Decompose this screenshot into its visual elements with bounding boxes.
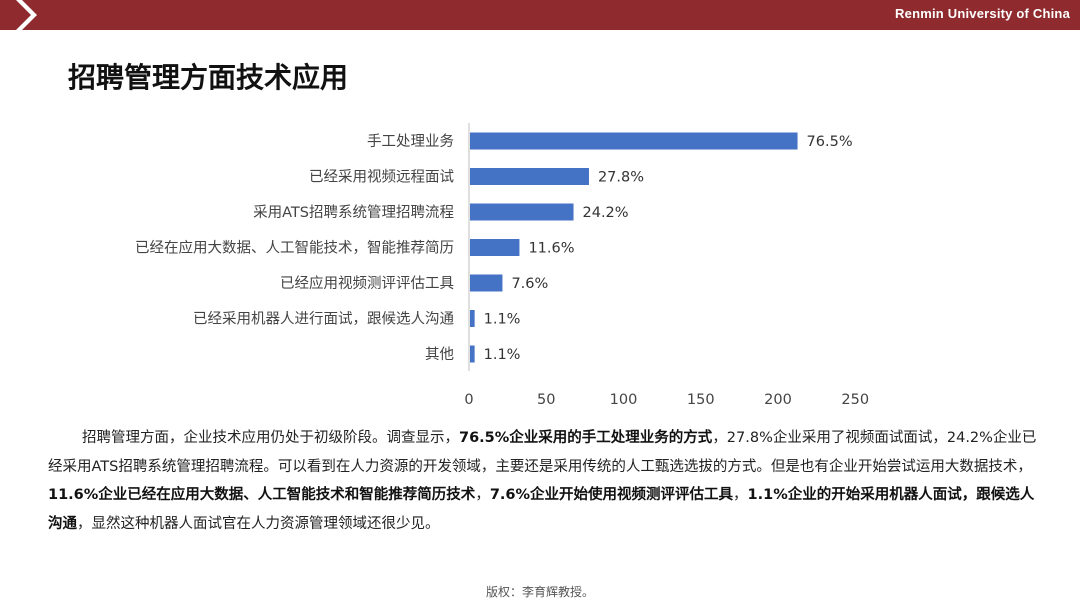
x-tick-label: 150 — [687, 392, 715, 408]
category-label: 已经采用机器人进行面试，跟候选人沟通 — [193, 311, 454, 328]
category-label: 已经在应用大数据、人工智能技术，智能推荐简历 — [135, 239, 454, 257]
summary-text-2: ，27.8%企业采用了视频面试面试，24.2%企业已经采用ATS招聘系统管理招聘… — [48, 430, 1037, 475]
bar — [470, 132, 798, 150]
category-label: 已经应用视频测评评估工具 — [280, 274, 454, 292]
copyright-note: 版权：李育辉教授。 — [485, 585, 594, 599]
chevron-decoration-icon — [0, 0, 37, 30]
bar — [470, 239, 520, 256]
summary-paragraph: 招聘管理方面，企业技术应用仍处于初级阶段。调查显示，76.5%企业采用的手工处理… — [48, 424, 1038, 538]
category-label: 其他 — [425, 346, 454, 363]
x-tick-label: 250 — [841, 392, 869, 408]
bar — [470, 168, 589, 185]
university-name: Renmin University of China — [895, 6, 1070, 21]
x-tick-label: 50 — [537, 392, 555, 408]
summary-text-1: 招聘管理方面，企业技术应用仍处于初级阶段。调查显示， — [82, 430, 459, 446]
bar-chart: 手工处理业务 76.5% 已经采用视频远程面试 27.8% 采用ATS招聘系统管理招聘流… — [135, 123, 869, 408]
summary-text-5: ，显然这种机器人面试官在人力资源管理领域还很少见。 — [77, 515, 440, 532]
data-label: 27.8% — [598, 170, 644, 186]
data-label: 1.1% — [484, 312, 521, 328]
summary-bold-1: 76.5%企业采用的手工处理业务的方式 — [459, 430, 713, 446]
x-tick-label: 100 — [610, 392, 638, 408]
data-label: 11.6% — [528, 241, 574, 257]
category-label: 手工处理业务 — [367, 133, 454, 150]
header-bar: Renmin University of China — [0, 0, 1080, 30]
data-label: 76.5% — [807, 134, 853, 150]
summary-bold-4: 1.1%企业的开始采用机器人面试，跟候选人沟通 — [48, 487, 1035, 532]
data-label: 7.6% — [511, 276, 548, 292]
summary-bold-2: 11.6%企业已经在应用大数据、人工智能技术和智能推荐简历技术 — [48, 487, 476, 503]
bar — [470, 203, 574, 221]
summary-text-3: ， — [475, 487, 490, 503]
x-tick-label: 200 — [764, 392, 792, 408]
bar — [470, 274, 503, 292]
summary-text-4: ， — [733, 487, 748, 503]
category-label: 采用ATS招聘系统管理招聘流程 — [253, 204, 454, 221]
bar — [470, 345, 475, 363]
category-label: 已经采用视频远程面试 — [309, 169, 454, 186]
x-tick-label: 0 — [464, 392, 473, 408]
data-label: 1.1% — [484, 347, 521, 363]
bar — [470, 310, 475, 327]
page-title: 招聘管理方面技术应用 — [68, 61, 349, 94]
summary-bold-3: 7.6%企业开始使用视频测评评估工具 — [489, 487, 734, 503]
data-label: 24.2% — [583, 205, 629, 221]
